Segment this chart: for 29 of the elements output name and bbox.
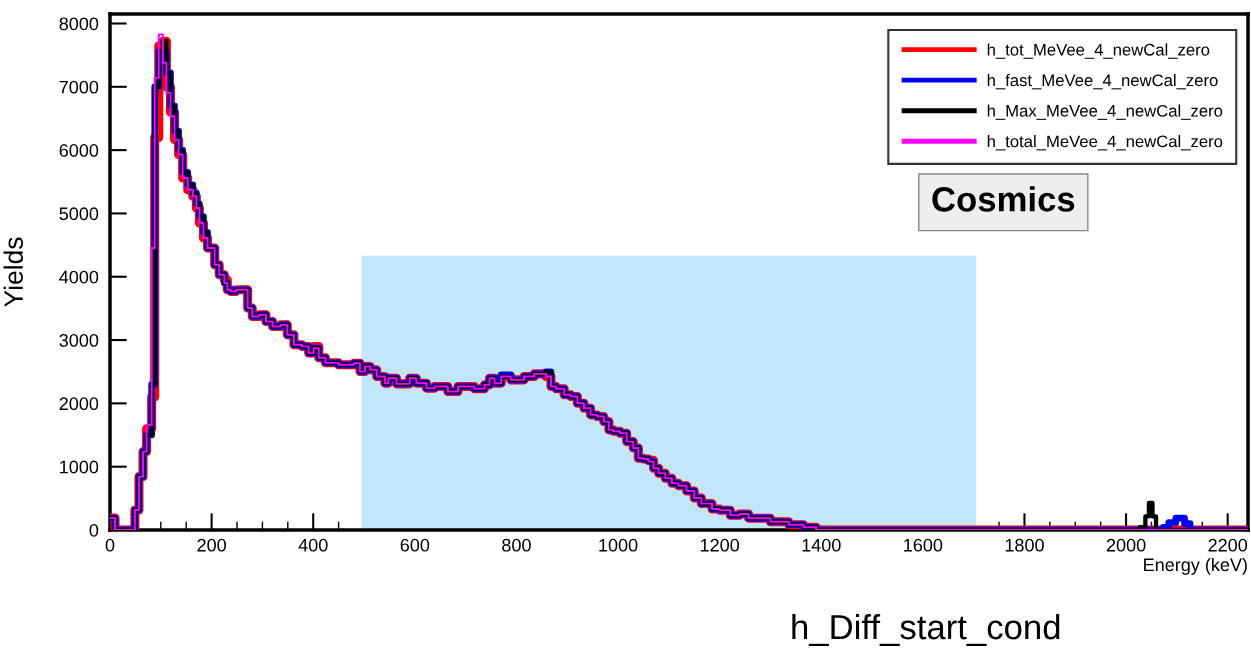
x-tick-label: 1800 (1005, 538, 1044, 552)
x-axis-title: Energy (keV) (1144, 557, 1247, 575)
y-tick-label: 0 (89, 523, 99, 537)
legend-label: h_fast_MeVee_4_newCal_zero (987, 73, 1218, 90)
x-tick-label: 400 (298, 538, 328, 552)
y-tick-label: 6000 (59, 144, 99, 157)
y-tick-label: 5000 (59, 207, 99, 221)
y-tick-label: 2000 (59, 397, 99, 411)
x-tick-label: 1400 (802, 538, 841, 552)
legend-label: h_tot_MeVee_4_newCal_zero (987, 43, 1210, 59)
y-tick-label: 1000 (60, 460, 99, 474)
x-tick-label: 200 (197, 538, 226, 552)
y-tick-label: 3000 (59, 334, 99, 347)
annotation: Cosmics (932, 186, 1075, 212)
x-tick-label: 1200 (700, 538, 740, 552)
x-tick-label: 2000 (1106, 538, 1146, 552)
legend-label: h_total_MeVee_4_newCal_zero (987, 135, 1223, 151)
text: h_Diff_start_cond (792, 613, 1060, 647)
x-tick-label: 0 (105, 538, 115, 552)
x-tick-label: 600 (400, 538, 430, 552)
x-tick-label: 1000 (599, 538, 638, 552)
y-tick-label: 4000 (59, 270, 99, 284)
y-tick-label: 8000 (59, 17, 99, 31)
x-tick-label: 2200 (1208, 538, 1248, 552)
x-tick-label: 800 (502, 538, 531, 552)
y-tick-label: 7000 (59, 80, 99, 94)
x-tick-label: 1600 (904, 538, 943, 552)
y-axis-title: Yields (3, 237, 23, 307)
legend-label: h_Max_MeVee_4_newCal_zero (987, 104, 1223, 120)
